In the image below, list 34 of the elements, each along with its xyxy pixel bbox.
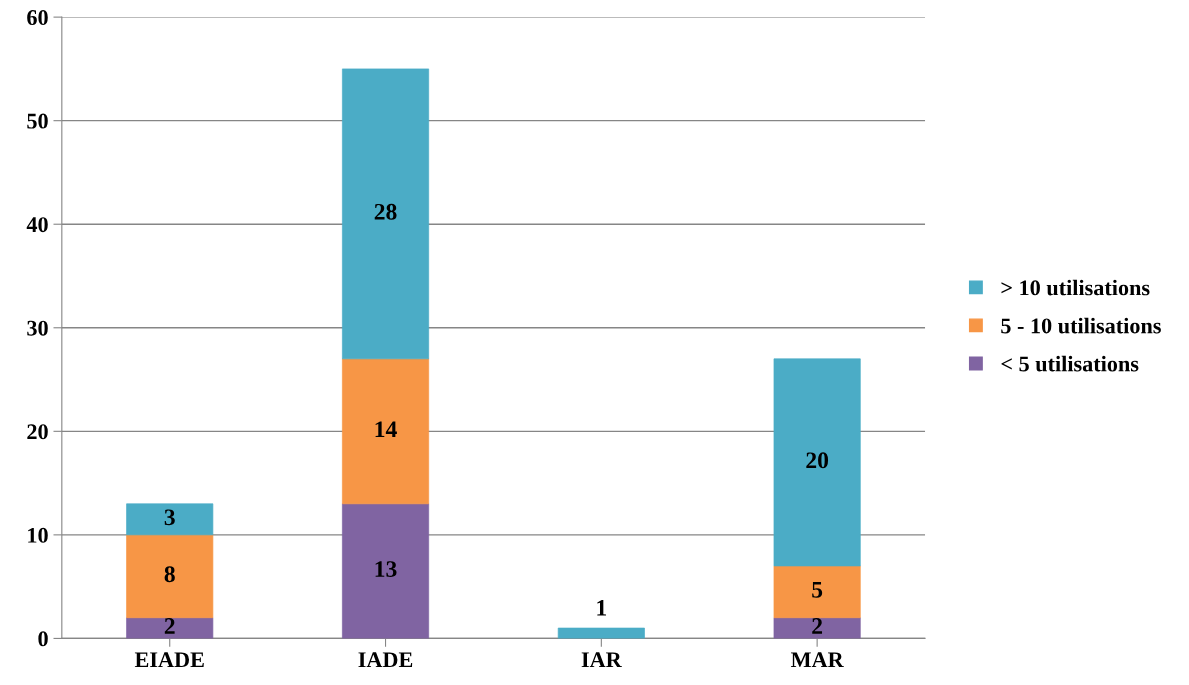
data-label: 8 bbox=[164, 566, 175, 583]
data-label: 2 bbox=[812, 618, 823, 634]
y-tick-label: 20 bbox=[27, 424, 48, 440]
bar bbox=[126, 617, 214, 639]
y-tick-label: 60 bbox=[27, 10, 48, 26]
data-label: 2 bbox=[164, 618, 175, 634]
bar bbox=[126, 503, 214, 536]
bar bbox=[557, 627, 645, 639]
y-tick-label: 40 bbox=[26, 217, 48, 233]
y-tick-label: 30 bbox=[27, 320, 48, 336]
data-label: 1 bbox=[597, 599, 607, 616]
y-tick-label: 10 bbox=[28, 527, 48, 543]
x-tick-label: IAR bbox=[581, 652, 622, 668]
data-label: 3 bbox=[164, 509, 175, 526]
x-tick-label: MAR bbox=[790, 652, 844, 668]
bar bbox=[342, 358, 430, 505]
x-tick-label: IADE bbox=[358, 652, 413, 668]
legend-label: < 5 utilisations bbox=[1001, 355, 1139, 372]
bar bbox=[773, 617, 861, 639]
y-tick-label: 0 bbox=[38, 631, 48, 647]
x-tick-label: EIADE bbox=[134, 652, 204, 668]
legend-label: 5 - 10 utilisations bbox=[1001, 317, 1161, 334]
bar bbox=[342, 503, 430, 639]
legend-label: > 10 utilisations bbox=[1001, 279, 1150, 296]
bar bbox=[773, 358, 861, 567]
bar bbox=[342, 68, 430, 360]
data-label: 14 bbox=[375, 421, 397, 437]
y-tick-label: 50 bbox=[27, 113, 48, 129]
data-label: 5 bbox=[812, 582, 823, 598]
bar bbox=[773, 565, 861, 619]
data-label: 20 bbox=[806, 452, 829, 469]
bar bbox=[126, 534, 214, 619]
data-label: 28 bbox=[374, 203, 397, 220]
data-label: 13 bbox=[375, 561, 397, 578]
